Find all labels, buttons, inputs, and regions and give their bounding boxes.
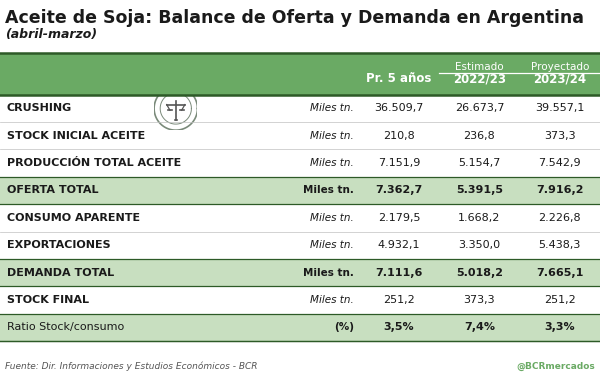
Text: Ratio Stock/consumo: Ratio Stock/consumo bbox=[7, 322, 124, 333]
Text: 236,8: 236,8 bbox=[464, 131, 495, 141]
Text: 210,8: 210,8 bbox=[383, 131, 415, 141]
Text: 7.362,7: 7.362,7 bbox=[376, 185, 422, 196]
Text: 2.226,8: 2.226,8 bbox=[538, 213, 581, 223]
Text: Estimado: Estimado bbox=[455, 62, 504, 72]
Text: Fuente: Dir. Informaciones y Estudios Económicos - BCR: Fuente: Dir. Informaciones y Estudios Ec… bbox=[5, 362, 257, 371]
Text: Miles tn.: Miles tn. bbox=[310, 295, 354, 305]
Text: 7.151,9: 7.151,9 bbox=[378, 158, 420, 168]
Text: @BCRmercados: @BCRmercados bbox=[517, 362, 595, 371]
Text: PRODUCCIÓN TOTAL ACEITE: PRODUCCIÓN TOTAL ACEITE bbox=[7, 158, 181, 168]
Text: Miles tn.: Miles tn. bbox=[310, 240, 354, 250]
Text: 251,2: 251,2 bbox=[544, 295, 575, 305]
Text: Miles tn.: Miles tn. bbox=[310, 213, 354, 223]
Text: 5.391,5: 5.391,5 bbox=[456, 185, 503, 196]
Text: Miles tn.: Miles tn. bbox=[303, 185, 354, 196]
Text: Proyectado: Proyectado bbox=[530, 62, 589, 72]
Text: STOCK INICIAL ACEITE: STOCK INICIAL ACEITE bbox=[7, 131, 145, 141]
Text: DEMANDA TOTAL: DEMANDA TOTAL bbox=[7, 268, 114, 278]
Text: 39.557,1: 39.557,1 bbox=[535, 103, 584, 113]
Text: (abril-marzo): (abril-marzo) bbox=[5, 28, 97, 41]
Text: Miles tn.: Miles tn. bbox=[310, 103, 354, 113]
Text: CRUSHING: CRUSHING bbox=[7, 103, 72, 113]
Text: 373,3: 373,3 bbox=[464, 295, 495, 305]
Text: 36.509,7: 36.509,7 bbox=[374, 103, 424, 113]
Text: 3.350,0: 3.350,0 bbox=[458, 240, 500, 250]
Text: 26.673,7: 26.673,7 bbox=[455, 103, 504, 113]
Text: 7.542,9: 7.542,9 bbox=[538, 158, 581, 168]
Text: Aceite de Soja: Balance de Oferta y Demanda en Argentina: Aceite de Soja: Balance de Oferta y Dema… bbox=[5, 9, 584, 28]
Text: EXPORTACIONES: EXPORTACIONES bbox=[7, 240, 110, 250]
Text: Pr. 5 años: Pr. 5 años bbox=[367, 72, 431, 86]
Text: (%): (%) bbox=[334, 322, 354, 333]
Text: 7.665,1: 7.665,1 bbox=[536, 268, 583, 278]
Text: Miles tn.: Miles tn. bbox=[310, 158, 354, 168]
Text: 251,2: 251,2 bbox=[383, 295, 415, 305]
Text: 1.668,2: 1.668,2 bbox=[458, 213, 500, 223]
Text: OFERTA TOTAL: OFERTA TOTAL bbox=[7, 185, 98, 196]
Text: 2023/24: 2023/24 bbox=[533, 72, 586, 86]
Text: 3,5%: 3,5% bbox=[383, 322, 415, 333]
Text: Miles tn.: Miles tn. bbox=[310, 131, 354, 141]
Text: 4.932,1: 4.932,1 bbox=[378, 240, 420, 250]
Text: 2.179,5: 2.179,5 bbox=[378, 213, 420, 223]
Text: CONSUMO APARENTE: CONSUMO APARENTE bbox=[7, 213, 140, 223]
Text: 3,3%: 3,3% bbox=[544, 322, 575, 333]
Text: 7.111,6: 7.111,6 bbox=[376, 268, 422, 278]
Text: 2022/23: 2022/23 bbox=[453, 72, 506, 86]
Text: Miles tn.: Miles tn. bbox=[303, 268, 354, 278]
Text: 5.018,2: 5.018,2 bbox=[456, 268, 503, 278]
Text: 5.438,3: 5.438,3 bbox=[539, 240, 581, 250]
Text: STOCK FINAL: STOCK FINAL bbox=[7, 295, 89, 305]
Text: 7.916,2: 7.916,2 bbox=[536, 185, 584, 196]
Text: 7,4%: 7,4% bbox=[464, 322, 495, 333]
Text: 373,3: 373,3 bbox=[544, 131, 575, 141]
Text: 5.154,7: 5.154,7 bbox=[458, 158, 500, 168]
